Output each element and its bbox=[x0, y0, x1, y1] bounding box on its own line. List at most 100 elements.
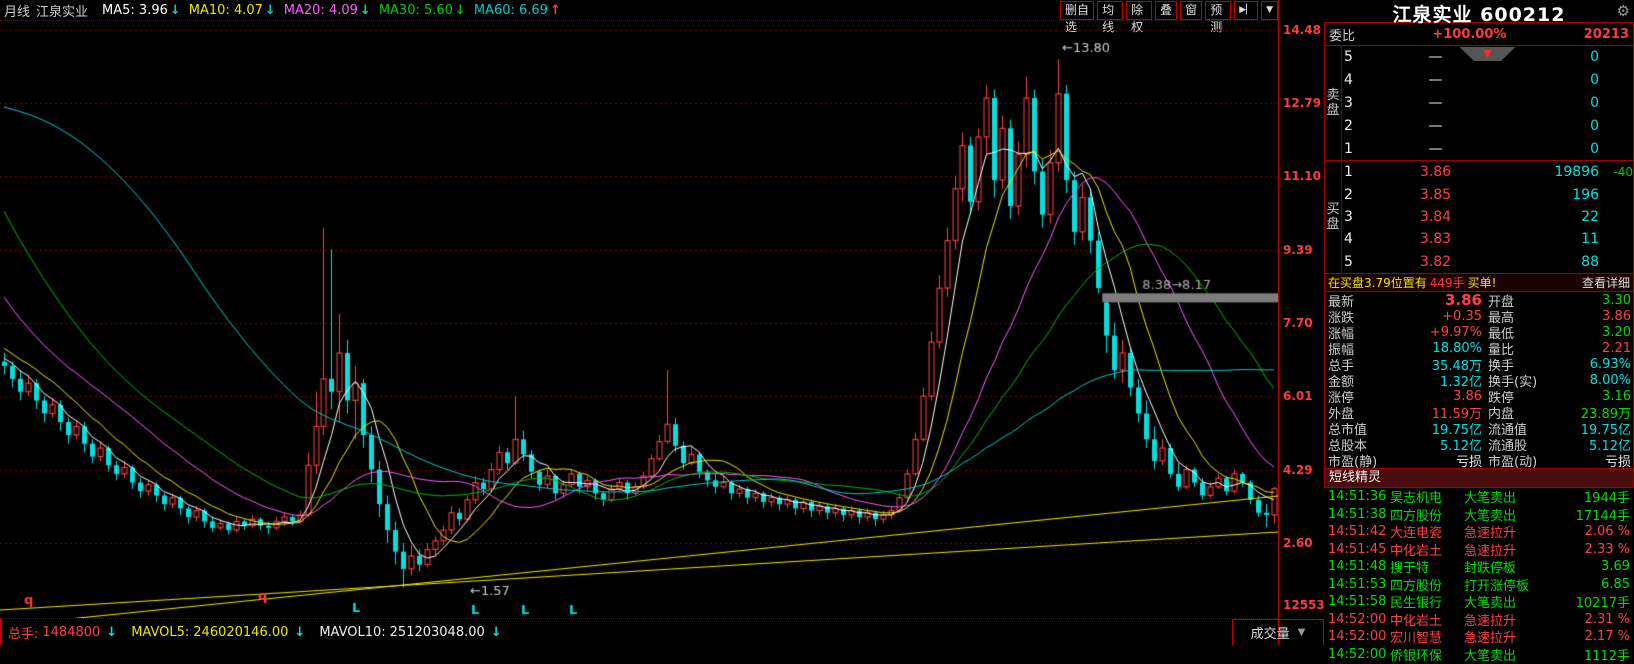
next-candle-icon[interactable]: ▶▏ bbox=[1234, 1, 1259, 20]
sentry-time: 14:51:45 bbox=[1328, 541, 1387, 557]
toolbar-button-3[interactable]: 叠 bbox=[1155, 1, 1178, 20]
sentry-stock: 中化岩土 bbox=[1390, 543, 1443, 559]
quote-label: 最低 bbox=[1488, 326, 1515, 342]
pane-selector-label: 成交量 bbox=[1250, 627, 1290, 642]
sentry-time: 14:51:42 bbox=[1328, 524, 1387, 540]
sentry-stock: 宏川智慧 bbox=[1390, 631, 1443, 647]
toolbar-button-4[interactable]: 窗 bbox=[1180, 1, 1203, 20]
sell-row-2[interactable]: 2 — 0 bbox=[1342, 114, 1633, 137]
sentry-action: 封跌停板 bbox=[1464, 561, 1517, 577]
buy-row-3[interactable]: 3 3.84 22 bbox=[1342, 206, 1633, 228]
quote-value: 19.75亿 bbox=[1431, 422, 1482, 438]
sentry-list: 14:51:36 昊志机电 大笔卖出 1944手 14:51:38 四方股份 大笔… bbox=[1324, 488, 1634, 664]
buy-row-5[interactable]: 5 3.82 88 bbox=[1342, 251, 1633, 273]
buy-row-2[interactable]: 2 3.85 196 bbox=[1342, 183, 1633, 205]
quote-grid: 最新 3.86 开盘 3.30 涨跌 +0.35 最高 3.86 涨幅 +9.97%… bbox=[1324, 291, 1634, 470]
sentry-value: 2.31 % bbox=[1584, 611, 1630, 627]
buy-row-1[interactable]: 1 3.86 19896 -40 bbox=[1342, 161, 1633, 183]
weibi-value: +100.00% bbox=[1432, 26, 1507, 42]
quote-value: 1.32亿 bbox=[1440, 374, 1482, 390]
quote-value: +0.35 bbox=[1442, 308, 1482, 324]
buy-row-4[interactable]: 4 3.83 11 bbox=[1342, 228, 1633, 250]
axis-price-label: 6.01 bbox=[1283, 388, 1313, 403]
sentry-row[interactable]: 14:51:36 昊志机电 大笔卖出 1944手 bbox=[1324, 488, 1634, 506]
quote-label: 涨停 bbox=[1328, 390, 1355, 406]
sentry-stock: 侨银环保 bbox=[1390, 648, 1443, 664]
ma-legend: MA5: 3.96 ↓ MA10: 4.07 ↓ MA20: 4.09 ↓ MA30: 5.… bbox=[94, 3, 561, 18]
toolbar-button-1[interactable]: 均线 bbox=[1097, 1, 1124, 34]
trend-arrow-icon: ↓ bbox=[264, 2, 276, 18]
sentry-stock: 中化岩土 bbox=[1390, 613, 1443, 629]
sentry-row[interactable]: 14:51:38 四方股份 大笔卖出 17144手 bbox=[1324, 506, 1634, 524]
toolbar-button-0[interactable]: 删自选 bbox=[1060, 1, 1095, 34]
quote-row: 外盘 11.59万 内盘 23.89万 bbox=[1325, 404, 1633, 422]
quote-label: 开盘 bbox=[1488, 294, 1515, 310]
quote-row: 最新 3.86 开盘 3.30 bbox=[1325, 291, 1633, 310]
quote-value: 19.75亿 bbox=[1580, 422, 1631, 438]
quote-label: 总手 bbox=[1328, 358, 1355, 374]
level-volume: 0 bbox=[1590, 117, 1599, 134]
sentry-row[interactable]: 14:52:00 侨银环保 大笔卖出 1112手 bbox=[1324, 646, 1634, 664]
stock-title: 江泉实业 600212 bbox=[1392, 4, 1566, 26]
quote-row: 总股本 5.12亿 流通股 5.12亿 bbox=[1325, 436, 1633, 454]
sentry-action: 大笔卖出 bbox=[1464, 596, 1517, 612]
sentry-value: 10217手 bbox=[1575, 596, 1630, 612]
sentry-time: 14:51:38 bbox=[1328, 506, 1387, 522]
quote-row: 涨跌 +0.35 最高 3.86 bbox=[1325, 308, 1633, 326]
mavol5-label: MAVOL5: bbox=[131, 624, 190, 640]
indicator-pane-selector[interactable]: 成交量 ▼ bbox=[1232, 619, 1324, 645]
quote-value: 亏损 bbox=[1455, 454, 1482, 470]
level-volume: 88 bbox=[1581, 253, 1599, 270]
candlestick-chart[interactable] bbox=[0, 22, 1278, 618]
sell-row-4[interactable]: 4 — 0 bbox=[1342, 69, 1633, 92]
price-axis: 14.48 12.79 11.10 9.39 7.70 6.01 4.29 2.60 12553 bbox=[1278, 0, 1325, 645]
ma-legend-item: MA60: 6.69 ↑ bbox=[473, 2, 561, 18]
trend-arrow-icon: ↓ bbox=[359, 2, 371, 18]
sentry-time: 14:52:00 bbox=[1328, 629, 1387, 645]
quote-value: 3.16 bbox=[1602, 388, 1631, 404]
quote-value: 11.59万 bbox=[1431, 406, 1482, 422]
mavol5-value: 246020146.00 bbox=[193, 624, 289, 640]
quote-label: 流通股 bbox=[1488, 438, 1528, 454]
toolbar-button-5[interactable]: 预测 bbox=[1205, 1, 1232, 34]
level-index: 1 bbox=[1344, 164, 1353, 181]
sell-row-5[interactable]: 5 — 0 ▼ bbox=[1342, 46, 1633, 69]
sentry-value: 3.69 bbox=[1601, 559, 1630, 575]
sentry-row[interactable]: 14:51:48 搜于特 封跌停板 3.69 bbox=[1324, 558, 1634, 576]
axis-price-label: 9.39 bbox=[1283, 242, 1313, 257]
level-volume: 22 bbox=[1581, 209, 1599, 226]
sentry-value: 2.17 % bbox=[1584, 629, 1630, 645]
axis-price-label: 4.29 bbox=[1283, 462, 1313, 477]
sentry-stock: 民生银行 bbox=[1390, 596, 1443, 612]
level-index: 1 bbox=[1344, 140, 1353, 157]
sentry-row[interactable]: 14:52:00 中化岩土 急速拉升 2.31 % bbox=[1324, 611, 1634, 629]
dropdown-icon[interactable]: ▼ bbox=[1261, 1, 1278, 20]
sell-row-3[interactable]: 3 — 0 bbox=[1342, 92, 1633, 115]
sell-chevron-icon[interactable]: ▼ bbox=[1459, 47, 1516, 61]
notice-suffix: 买单! bbox=[1467, 276, 1497, 290]
gear-icon[interactable]: ⚙ bbox=[1616, 2, 1630, 20]
sentry-action: 急速拉升 bbox=[1464, 526, 1517, 542]
quote-row: 总手 35.48万 换手 6.93% bbox=[1325, 356, 1633, 374]
quote-value: 23.89万 bbox=[1580, 406, 1631, 422]
view-detail-link[interactable]: 查看详细 bbox=[1581, 276, 1630, 290]
level-volume: 0 bbox=[1590, 94, 1599, 111]
sell-book: 卖盘 5 — 0 ▼ 4 — 0 3 — 0 2 — 0 1 — 0 bbox=[1324, 46, 1634, 160]
sentry-row[interactable]: 14:52:00 宏川智慧 急速拉升 2.17 % bbox=[1324, 628, 1634, 646]
sentry-row[interactable]: 14:51:53 四方股份 打开涨停板 6.85 bbox=[1324, 576, 1634, 594]
sentry-stock: 搜于特 bbox=[1390, 561, 1430, 577]
sentry-time: 14:51:58 bbox=[1328, 594, 1387, 610]
period-label[interactable]: 月线 bbox=[4, 4, 31, 20]
toolbar-button-2[interactable]: 除权 bbox=[1126, 1, 1153, 34]
ma-legend-item: MA5: 3.96 ↓ bbox=[102, 2, 181, 18]
sentry-row[interactable]: 14:51:45 中化岩土 急速拉升 2.33 % bbox=[1324, 541, 1634, 559]
quote-label: 换手 bbox=[1488, 358, 1515, 374]
quote-value: 35.48万 bbox=[1431, 358, 1482, 374]
sentry-time: 14:51:36 bbox=[1328, 489, 1387, 505]
quote-row: 金额 1.32亿 换手(实) 8.00% bbox=[1325, 372, 1633, 390]
sentry-row[interactable]: 14:51:42 大连电瓷 急速拉升 2.06 % bbox=[1324, 523, 1634, 541]
sentry-row[interactable]: 14:51:58 民生银行 大笔卖出 10217手 bbox=[1324, 593, 1634, 611]
sentry-value: 2.06 % bbox=[1584, 524, 1630, 540]
sentry-header[interactable]: 短线精灵 bbox=[1324, 468, 1634, 488]
sell-row-1[interactable]: 1 — 0 bbox=[1342, 137, 1633, 160]
